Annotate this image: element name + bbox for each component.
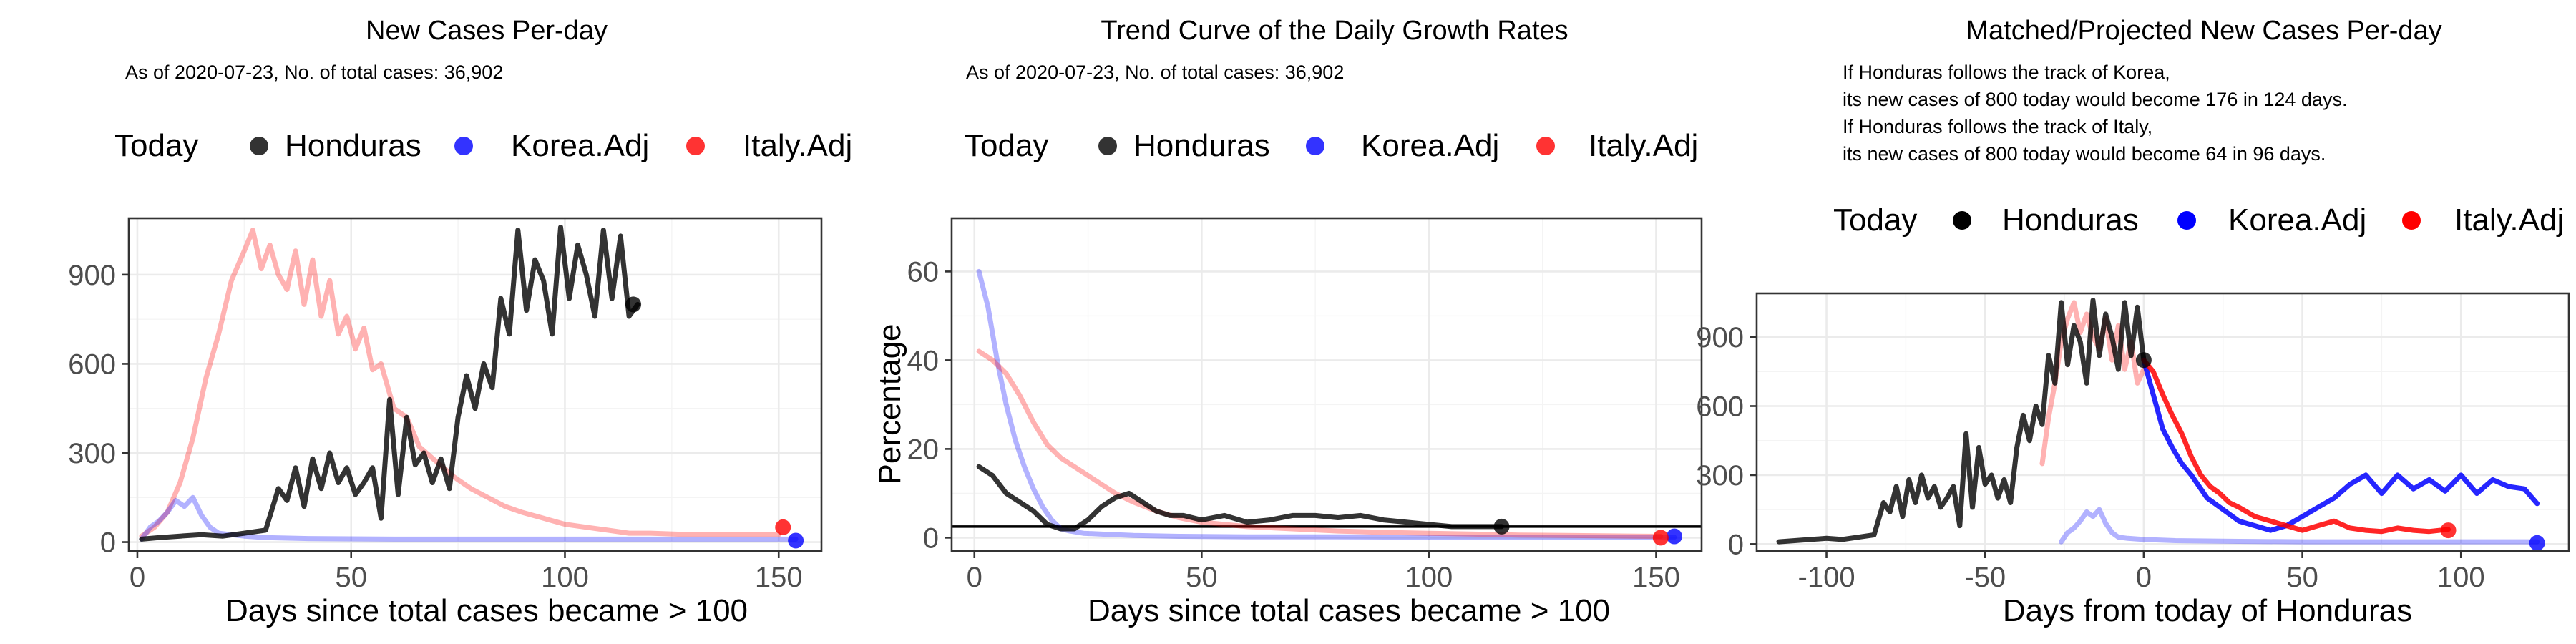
panel3-legend-italy-key <box>2402 211 2421 230</box>
panel1-today-point-korea-adj <box>788 532 804 549</box>
panel2-ytick-label: 0 <box>923 522 939 554</box>
panel2-ytick-label: 20 <box>907 434 940 465</box>
panel1-legend-italy-key <box>686 137 705 155</box>
panel3-xtick-label: -50 <box>1964 562 2006 593</box>
panel2-series-honduras <box>976 464 1504 532</box>
panel1-frame <box>127 217 823 552</box>
panel3-plot: -100 -50 0 50 100 0 300 600 900 <box>1696 292 2570 593</box>
panel2-today-point-italy-adj <box>1652 530 1669 546</box>
panel2-grid <box>952 218 1702 551</box>
panel3-today-point-honduras <box>2135 352 2152 369</box>
panel1-series-honduras <box>139 225 640 542</box>
panel1-ytick-label: 300 <box>68 438 116 469</box>
panel-projected: Matched/Projected New Cases Per-day If H… <box>1696 16 2570 628</box>
panel2-ytick-label: 40 <box>907 345 940 376</box>
panel1-ytick-label: 900 <box>68 260 116 291</box>
panel2-subtitle: As of 2020-07-23, No. of total cases: 36… <box>966 62 1344 83</box>
panel1-xtick-label: 0 <box>130 562 145 593</box>
panel1-ytick-label: 600 <box>68 348 116 380</box>
panel3-series-honduras <box>1776 298 2147 545</box>
panel3-xtick-label: 0 <box>2136 562 2152 593</box>
panel3-legend-title: Today <box>1833 203 1917 238</box>
panel1-title: New Cases Per-day <box>366 16 608 46</box>
panel1-xtick-label: 50 <box>335 562 367 593</box>
panel3-ytick-label: 600 <box>1696 391 1744 423</box>
panel2-xtick-label: 0 <box>967 562 982 593</box>
panel2-legend: Today Honduras Korea.Adj Italy.Adj <box>965 128 1698 163</box>
panel3-title: Matched/Projected New Cases Per-day <box>1966 16 2441 46</box>
panel3-subtitle-line2: its new cases of 800 today would become … <box>1843 89 2347 110</box>
panel2-frame <box>950 217 1703 552</box>
panel3-legend-honduras: Honduras <box>2002 203 2139 238</box>
panel3-legend-korea-key <box>2177 211 2196 230</box>
panel2-xtick-label: 50 <box>1186 562 1218 593</box>
panel1-today-point-italy-adj <box>775 519 791 535</box>
panel2-legend-honduras-key <box>1098 137 1117 155</box>
panel3-series-korea-adj-matched <box>2059 507 2540 545</box>
panel3-legend-honduras-key <box>1953 211 1971 230</box>
panel3-subtitle-line1: If Honduras follows the track of Korea, <box>1843 62 2170 83</box>
panel3-ytick-label: 900 <box>1696 322 1744 353</box>
panel3-today-point-korea-adj <box>2529 535 2545 551</box>
panel2-legend-italy-key <box>1536 137 1555 155</box>
panel2-legend-korea: Korea.Adj <box>1361 128 1499 163</box>
panel1-legend-italy: Italy.Adj <box>743 128 852 163</box>
panel1-xtick-label: 150 <box>755 562 803 593</box>
panel1-legend: Today Honduras Korea.Adj Italy.Adj <box>114 128 852 163</box>
panel2-ytick-label: 60 <box>907 256 940 288</box>
panel1-legend-korea: Korea.Adj <box>511 128 649 163</box>
panel1-today-point-honduras <box>625 296 642 313</box>
panel2-ylabel: Percentage <box>872 323 907 484</box>
panel1-grid <box>129 218 821 551</box>
panel3-subtitle-line3: If Honduras follows the track of Italy, <box>1843 116 2152 137</box>
panel2-series-italy-adj <box>976 348 1664 539</box>
panel3-frame <box>1755 292 2570 552</box>
panel1-legend-title: Today <box>114 128 198 163</box>
panel3-legend-italy: Italy.Adj <box>2454 203 2564 238</box>
panel3-xtick-label: 50 <box>2286 562 2318 593</box>
panel3-series-italy-adj-projected <box>2141 357 2451 535</box>
panel2-legend-honduras: Honduras <box>1133 128 1270 163</box>
panel3-xtick-label: -100 <box>1798 562 1855 593</box>
panel3-ytick-label: 0 <box>1728 529 1744 560</box>
panel2-xlabel: Days since total cases became > 100 <box>1088 593 1610 628</box>
panel2-xtick-label: 150 <box>1632 562 1680 593</box>
panel-new-cases: New Cases Per-day As of 2020-07-23, No. … <box>68 16 852 628</box>
panel2-today-point-korea-adj <box>1666 528 1682 545</box>
panel2-plot: 0 50 100 150 0 20 40 60 <box>907 217 1703 593</box>
panel3-xtick-label: 100 <box>2437 562 2485 593</box>
panel3-series-korea-adj-projected <box>2141 357 2540 533</box>
panel3-subtitle-line4: its new cases of 800 today would become … <box>1843 143 2326 165</box>
panel1-legend-korea-key <box>454 137 473 155</box>
panel2-xtick-label: 100 <box>1405 562 1453 593</box>
panel2-today-point-honduras <box>1493 518 1510 535</box>
panel3-legend: Today Honduras Korea.Adj Italy.Adj <box>1833 203 2564 238</box>
panel1-series-italy-adj <box>139 228 781 539</box>
panel1-legend-honduras: Honduras <box>285 128 421 163</box>
panel1-legend-honduras-key <box>250 137 268 155</box>
panel-growth-rates: Trend Curve of the Daily Growth Rates As… <box>872 16 1703 628</box>
panel1-subtitle: As of 2020-07-23, No. of total cases: 36… <box>125 62 503 83</box>
panel2-legend-title: Today <box>965 128 1048 163</box>
panel3-xlabel: Days from today of Honduras <box>2003 593 2412 628</box>
panel2-title: Trend Curve of the Daily Growth Rates <box>1101 16 1568 46</box>
panel1-xlabel: Days since total cases became > 100 <box>225 593 748 628</box>
panel3-today-point-italy-adj <box>2440 522 2457 539</box>
panel2-legend-italy: Italy.Adj <box>1589 128 1698 163</box>
panel1-xtick-label: 100 <box>541 562 589 593</box>
panel1-ytick-label: 0 <box>100 527 116 559</box>
panel2-legend-korea-key <box>1306 137 1324 155</box>
panel3-legend-korea: Korea.Adj <box>2228 203 2366 238</box>
panel1-plot: 0 50 100 150 0 300 600 900 <box>68 217 823 593</box>
panel3-ytick-label: 300 <box>1696 460 1744 492</box>
